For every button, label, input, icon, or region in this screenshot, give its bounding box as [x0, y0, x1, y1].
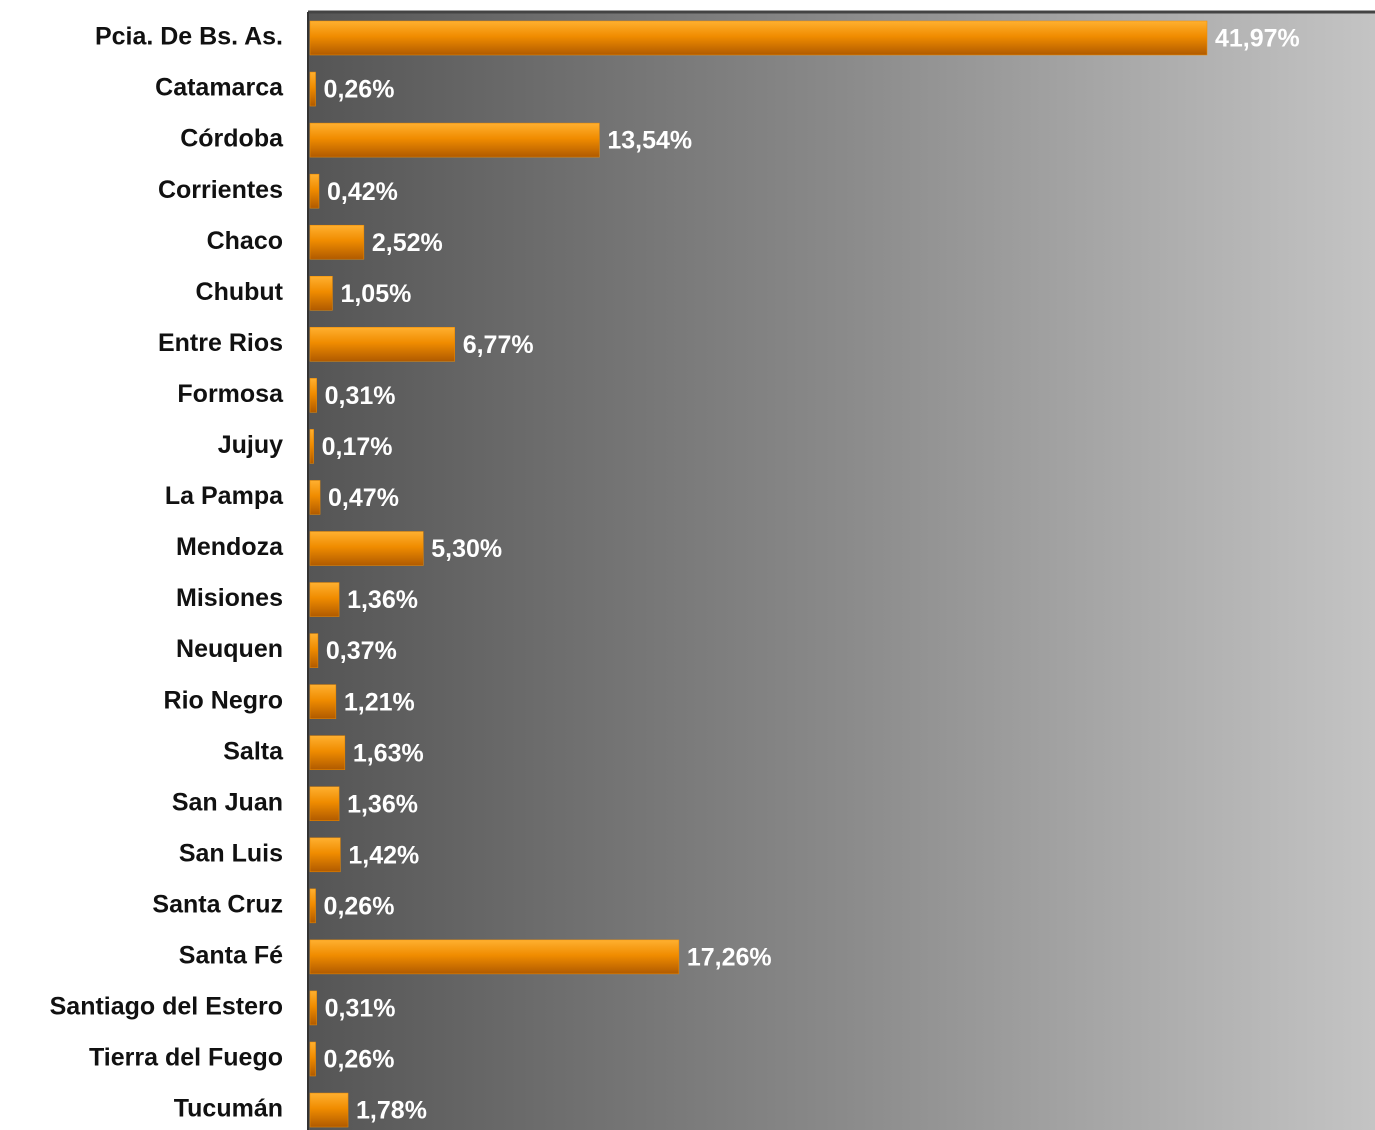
value-label: 0,31%: [325, 382, 396, 410]
category-label: Pcia. De Bs. As.: [95, 23, 283, 51]
bar: [309, 990, 317, 1026]
bar: [309, 1092, 349, 1128]
value-label: 0,17%: [322, 433, 393, 461]
bar: [309, 378, 317, 413]
bar: [309, 888, 316, 924]
value-label: 0,47%: [328, 484, 399, 512]
category-label: Santa Fé: [179, 942, 283, 970]
bar: [309, 582, 340, 617]
category-label: Chaco: [207, 227, 283, 255]
category-label: Tierra del Fuego: [89, 1044, 283, 1072]
category-label: Córdoba: [180, 125, 284, 153]
category-label: San Juan: [172, 788, 283, 816]
category-label: Chubut: [196, 278, 284, 306]
bar: [309, 684, 337, 719]
category-label: Jujuy: [218, 431, 283, 459]
value-label: 1,63%: [353, 739, 424, 767]
bar: [309, 20, 1208, 56]
value-label: 1,42%: [348, 841, 419, 869]
bar: [309, 939, 680, 975]
bar: [309, 429, 314, 464]
bar: [309, 173, 320, 209]
bar: [309, 480, 321, 515]
category-label: Mendoza: [176, 533, 284, 561]
bar: [309, 633, 319, 668]
category-label: Entre Rios: [158, 329, 283, 357]
bar: [309, 1041, 316, 1077]
value-label: 0,37%: [326, 637, 397, 665]
value-label: 13,54%: [607, 127, 692, 155]
bar: [309, 327, 455, 362]
value-label: 2,52%: [372, 229, 443, 257]
value-label: 1,36%: [347, 586, 418, 614]
value-label: 5,30%: [431, 535, 502, 563]
category-label: Tucumán: [174, 1095, 283, 1123]
value-label: 0,26%: [324, 1046, 395, 1074]
category-label: San Luis: [179, 839, 283, 867]
value-label: 1,78%: [356, 1097, 427, 1125]
value-label: 17,26%: [687, 944, 772, 972]
value-label: 0,26%: [324, 892, 395, 920]
bar: [309, 276, 333, 311]
category-label: Neuquen: [176, 635, 283, 663]
category-label: Misiones: [176, 584, 283, 612]
category-label: Salta: [223, 737, 284, 765]
value-label: 0,26%: [324, 76, 395, 104]
bar: [309, 735, 346, 770]
bar: [309, 531, 424, 566]
bar: [309, 71, 316, 107]
category-label: Corrientes: [158, 176, 283, 204]
category-label: Santiago del Estero: [50, 993, 283, 1021]
bar: [309, 224, 365, 260]
bar: [309, 122, 600, 158]
value-label: 1,36%: [347, 790, 418, 818]
category-label: Santa Cruz: [152, 890, 283, 918]
value-label: 0,42%: [327, 178, 398, 206]
bar: [309, 837, 341, 873]
bar: [309, 786, 340, 821]
category-label: Rio Negro: [164, 686, 283, 714]
value-label: 1,21%: [344, 688, 415, 716]
category-label: La Pampa: [165, 482, 284, 510]
value-label: 0,31%: [325, 995, 396, 1023]
value-label: 1,05%: [340, 280, 411, 308]
value-label: 41,97%: [1215, 25, 1300, 53]
value-label: 6,77%: [463, 331, 534, 359]
category-label: Formosa: [177, 380, 284, 408]
category-label: Catamarca: [155, 74, 284, 102]
